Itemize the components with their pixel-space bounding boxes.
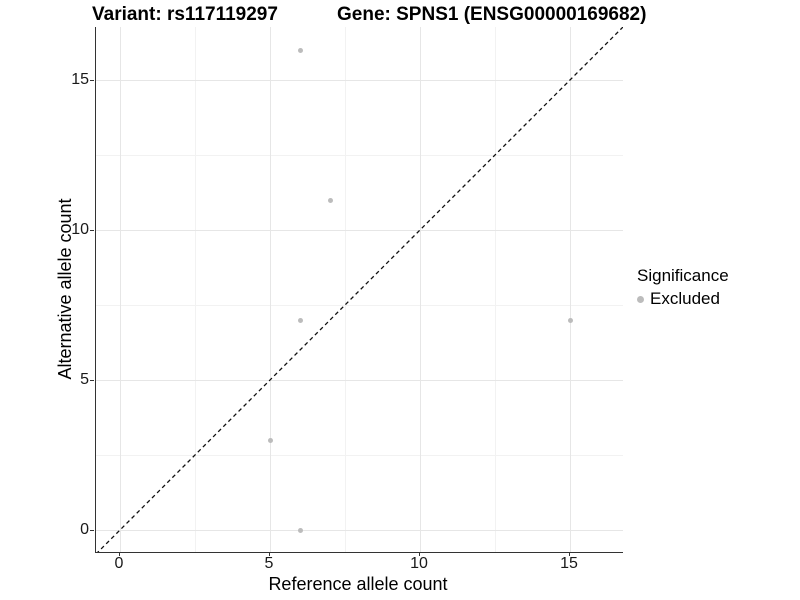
y-axis-tick (90, 79, 94, 81)
gridline-major-horizontal (96, 380, 623, 381)
x-axis-tick (568, 552, 570, 556)
gridline-minor-horizontal (96, 455, 623, 456)
legend-entries: Excluded (637, 289, 729, 309)
y-tick-label: 5 (80, 371, 89, 388)
data-point (297, 317, 303, 323)
x-tick-label: 15 (560, 555, 578, 572)
x-tick-label: 10 (410, 555, 428, 572)
data-point (567, 317, 573, 323)
legend-title: Significance (637, 266, 729, 285)
x-axis-tick (118, 552, 120, 556)
data-point (297, 527, 303, 533)
identity-line (97, 27, 623, 552)
gridline-minor-vertical (195, 27, 196, 552)
gridline-major-horizontal (96, 230, 623, 231)
gridline-major-horizontal (96, 80, 623, 81)
x-tick-label: 5 (264, 555, 274, 572)
data-point (327, 197, 333, 203)
gridline-major-vertical (120, 27, 121, 552)
y-tick-label: 15 (71, 71, 89, 88)
gridline-minor-horizontal (96, 155, 623, 156)
legend-entry: Excluded (637, 289, 729, 309)
gridline-minor-horizontal (96, 305, 623, 306)
legend-point-icon (637, 295, 644, 303)
y-axis-tick (90, 229, 94, 231)
y-axis-tick (90, 379, 94, 381)
x-axis-title: Reference allele count (268, 574, 448, 594)
gridline-major-vertical (570, 27, 571, 552)
x-axis-tick (418, 552, 420, 556)
x-tick-label: 0 (114, 555, 124, 572)
legend: Significance Excluded (637, 266, 729, 309)
data-point (267, 437, 273, 443)
gridline-major-vertical (420, 27, 421, 552)
legend-entry-label: Excluded (650, 289, 720, 308)
gridline-minor-vertical (495, 27, 496, 552)
plot-title-gene: Gene: SPNS1 (ENSG00000169682) (337, 4, 647, 25)
gridline-major-vertical (270, 27, 271, 552)
y-tick-label: 10 (71, 221, 89, 238)
plot-panel (95, 27, 623, 553)
data-point (297, 47, 303, 53)
gridline-minor-vertical (345, 27, 346, 552)
x-axis-tick (268, 552, 270, 556)
gridline-major-horizontal (96, 530, 623, 531)
y-axis-tick (90, 529, 94, 531)
y-tick-label: 0 (80, 521, 89, 538)
plot-title-variant: Variant: rs117119297 (92, 4, 278, 25)
